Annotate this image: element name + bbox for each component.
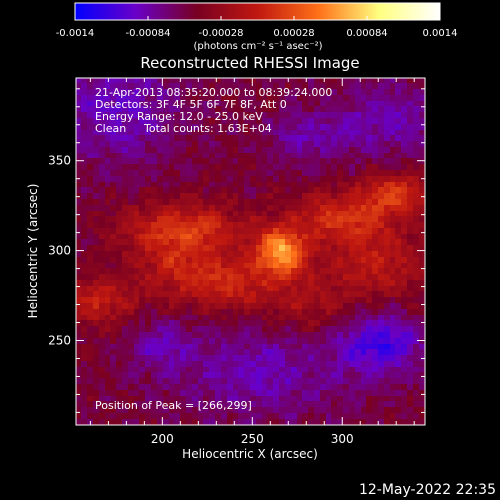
colorbar-tick-label: -0.0014 bbox=[56, 28, 95, 39]
chart-title: Reconstructed RHESSI Image bbox=[140, 54, 359, 72]
colorbar-label: (photons cm⁻² s⁻¹ asec⁻²) bbox=[193, 41, 322, 52]
footer-timestamp: 12-May-2022 22:35 bbox=[358, 482, 496, 498]
colorbar-tick-label: 0.0014 bbox=[423, 28, 458, 39]
colorbar-tick-label: -0.00028 bbox=[199, 28, 244, 39]
energy-range-label: Energy Range: 12.0 - 25.0 keV bbox=[95, 110, 263, 123]
y-tick-label: 250 bbox=[48, 333, 71, 347]
x-tick-label: 200 bbox=[151, 432, 174, 446]
colorbar-tick-label: -0.00084 bbox=[126, 28, 171, 39]
axis-ticks: 200 250 300 250 300 350 bbox=[48, 78, 425, 446]
x-axis-label: Heliocentric X (arcsec) bbox=[182, 447, 318, 461]
colorbar-tick-label: 0.00028 bbox=[273, 28, 314, 39]
x-tick-label: 300 bbox=[331, 432, 354, 446]
plot-frame bbox=[75, 77, 426, 426]
heatmap bbox=[76, 78, 425, 425]
detectors-label: Detectors: 3F 4F 5F 6F 7F 8F, Att 0 bbox=[95, 98, 287, 111]
y-tick-label: 300 bbox=[48, 244, 71, 258]
time-range-label: 21-Apr-2013 08:35:20.000 to 08:39:24.000 bbox=[95, 86, 332, 99]
peak-position-label: Position of Peak = [266,299] bbox=[95, 399, 252, 412]
x-tick-label: 250 bbox=[241, 432, 264, 446]
total-counts-label: Total counts: 1.63E+04 bbox=[143, 122, 272, 135]
colorbar-ticks: -0.0014 -0.00084 -0.00028 0.00028 0.00084 0.0… bbox=[56, 16, 458, 39]
y-tick-label: 350 bbox=[48, 154, 71, 168]
algorithm-label: Clean bbox=[95, 122, 126, 135]
colorbar bbox=[74, 2, 441, 21]
y-axis-label: Heliocentric Y (arcsec) bbox=[26, 184, 40, 319]
colorbar-tick-label: 0.00084 bbox=[346, 28, 387, 39]
